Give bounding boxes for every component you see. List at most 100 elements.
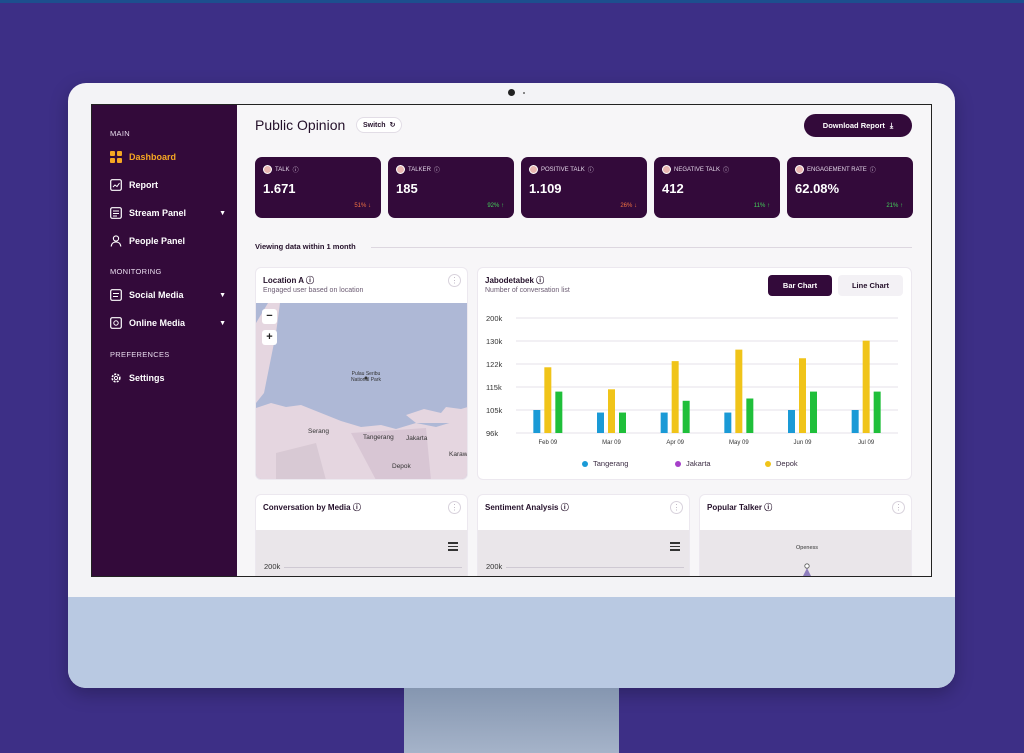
more-options-icon[interactable]: ⋮ xyxy=(670,501,683,514)
stat-label: TALK xyxy=(275,166,290,173)
sidebar-item-dashboard[interactable]: Dashboard xyxy=(110,149,220,165)
period-text: Viewing data within 1 month xyxy=(255,242,356,251)
y-tick-label: 96k xyxy=(486,429,498,438)
y-tick-label: 105k xyxy=(486,406,503,415)
chart-area: 200k xyxy=(478,530,689,576)
hamburger-menu-icon[interactable] xyxy=(670,542,680,553)
stat-change: 92% ↑ xyxy=(487,203,504,209)
map-label-jakarta: Jakarta xyxy=(406,435,428,442)
chevron-down-icon: ▼ xyxy=(219,319,226,327)
more-options-icon[interactable]: ⋮ xyxy=(448,274,461,287)
stat-card-negative-talk[interactable]: NEGATIVE TALK ⓘ 412 11% ↑ xyxy=(654,157,780,218)
card-title: Conversation by Media ⓘ xyxy=(263,503,361,512)
y-tick: 200k xyxy=(486,562,503,571)
zoom-in-button[interactable]: + xyxy=(262,330,277,345)
download-icon: ⤓ xyxy=(889,120,894,130)
legend-item[interactable]: Depok xyxy=(765,459,798,468)
map-label-park: Pulau Seribu National Park xyxy=(350,371,381,383)
y-tick-label: 115k xyxy=(486,383,502,392)
talk-icon xyxy=(263,165,272,174)
stat-value: 1.109 xyxy=(529,181,562,196)
switch-button[interactable]: Switch ↻ xyxy=(356,117,403,133)
info-icon: ⓘ xyxy=(292,168,299,174)
bar xyxy=(671,361,679,433)
bar xyxy=(608,389,615,433)
arrow-down-icon: ↓ xyxy=(368,203,371,209)
social-icon xyxy=(110,289,122,301)
bar xyxy=(799,358,806,433)
bar-chart: 200k 130k 122k 115k 105k 96k Feb 09 Mar 09 Apr 0… xyxy=(486,314,898,446)
more-options-icon[interactable]: ⋮ xyxy=(448,501,461,514)
stat-change: 26% ↓ xyxy=(620,203,637,209)
stat-card-positive-talk[interactable]: POSITIVE TALK ⓘ 1.109 26% ↓ xyxy=(521,157,647,218)
arrow-up-icon: ↑ xyxy=(501,203,504,209)
monitor-stand xyxy=(404,688,619,753)
legend-dot xyxy=(765,460,771,467)
bar xyxy=(619,412,626,433)
y-tick-label: 122k xyxy=(486,360,503,369)
gear-icon xyxy=(110,372,122,384)
legend-dot xyxy=(675,460,681,467)
stat-label: NEGATIVE TALK xyxy=(674,166,721,173)
stat-card-talk[interactable]: TALK ⓘ 1.671 51% ↓ xyxy=(255,157,381,218)
map-label-karawang: Karaw xyxy=(449,451,468,458)
sidebar-item-online-media[interactable]: Online Media ▼ xyxy=(110,315,226,331)
stat-value: 1.671 xyxy=(263,181,296,196)
bar xyxy=(810,391,817,433)
jabodetabek-card: Jabodetabek ⓘ Number of conversation lis… xyxy=(477,267,912,480)
info-icon: ⓘ xyxy=(764,503,773,512)
bar xyxy=(746,398,754,433)
stat-card-talker[interactable]: TALKER ⓘ 185 92% ↑ xyxy=(388,157,514,218)
sidebar-item-label: Social Media xyxy=(129,290,184,300)
section-main: MAIN xyxy=(110,129,130,138)
bar xyxy=(724,412,732,433)
sidebar-item-report[interactable]: Report xyxy=(110,177,220,193)
sidebar-item-label: Stream Panel xyxy=(129,208,187,218)
radar-label: Openess xyxy=(796,545,819,551)
download-report-button[interactable]: Download Report ⤓ xyxy=(804,114,912,137)
radar-area: Openess xyxy=(700,530,911,576)
y-tick: 200k xyxy=(264,562,281,571)
bar xyxy=(544,367,552,433)
report-icon xyxy=(110,179,122,191)
camera-icon xyxy=(508,89,515,96)
info-icon: ⓘ xyxy=(587,168,594,174)
sidebar-item-social-media[interactable]: Social Media ▼ xyxy=(110,287,226,303)
stat-card-engagement-rate[interactable]: ENGAGEMENT RATE ⓘ 62.08% 21% ↑ xyxy=(787,157,913,218)
engagement-icon xyxy=(795,165,804,174)
x-tick-label: Jul 09 xyxy=(858,440,875,446)
map-land xyxy=(256,303,467,479)
map-view[interactable]: − + Pulau Seribu National Park Serang Ta… xyxy=(256,303,468,479)
line-chart-toggle[interactable]: Line Chart xyxy=(838,275,903,296)
y-tick-label: 200k xyxy=(486,314,503,323)
bar-chart-toggle[interactable]: Bar Chart xyxy=(768,275,832,296)
sidebar-item-settings[interactable]: Settings xyxy=(110,370,220,386)
legend-item[interactable]: Jakarta xyxy=(675,459,711,468)
sidebar-item-people-panel[interactable]: People Panel xyxy=(110,233,220,249)
hamburger-menu-icon[interactable] xyxy=(448,542,458,553)
refresh-icon: ↻ xyxy=(389,122,396,129)
sidebar-item-stream-panel[interactable]: Stream Panel ▼ xyxy=(110,205,226,221)
more-options-icon[interactable]: ⋮ xyxy=(892,501,905,514)
arrow-up-icon: ↑ xyxy=(767,203,770,209)
conversation-by-media-card: Conversation by Media ⓘ ⋮ 200k xyxy=(255,494,468,576)
legend-item[interactable]: Tangerang xyxy=(582,459,628,468)
card-title: Location A ⓘ xyxy=(263,276,314,285)
x-tick-label: Jun 09 xyxy=(793,440,812,446)
switch-label: Switch xyxy=(363,121,386,129)
radar-chart xyxy=(803,563,811,576)
talker-icon xyxy=(396,165,405,174)
zoom-out-button[interactable]: − xyxy=(262,309,277,324)
main-content: Public Opinion Switch ↻ Download Report … xyxy=(237,105,931,576)
bar xyxy=(873,391,881,433)
map-label-depok: Depok xyxy=(392,463,411,470)
stat-change: 51% ↓ xyxy=(354,203,371,209)
info-icon: ⓘ xyxy=(433,168,440,174)
sidebar-item-label: Report xyxy=(129,180,158,190)
negative-icon xyxy=(662,165,671,174)
positive-icon xyxy=(529,165,538,174)
online-icon xyxy=(110,317,122,329)
dashboard-icon xyxy=(110,151,122,163)
grid-line xyxy=(284,567,462,568)
bar xyxy=(851,410,859,433)
